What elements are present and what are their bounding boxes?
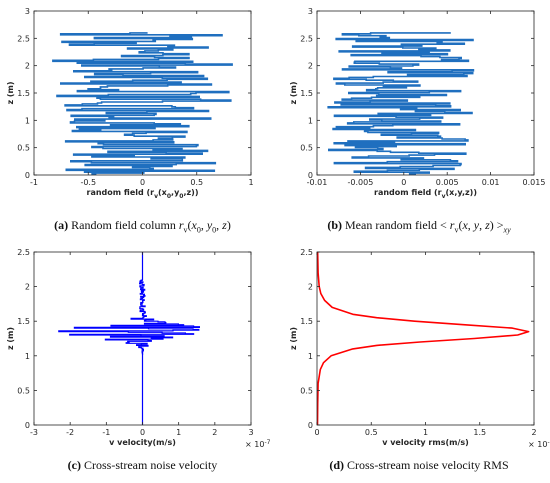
x-axis-label-a: random field (rv(x0,y0,z)) — [87, 188, 199, 200]
x-tick-label-b-3: 0.005 — [436, 178, 459, 187]
y-tick-label-a-5: 2.5 — [17, 34, 30, 43]
x-tick-label-c-4: 1 — [176, 428, 181, 437]
x-tick-label-a-4: 1 — [248, 178, 253, 187]
caption-c: (c) Cross-stream noise velocity — [30, 458, 255, 473]
x-tick-label-d-1: 0.5 — [365, 428, 378, 437]
series-line-d-0 — [317, 252, 530, 425]
caption-d-text: Cross-stream noise velocity RMS — [347, 458, 509, 472]
x-axis-label-part-a-0: random field (r — [87, 188, 155, 197]
series-line-c — [58, 252, 200, 425]
y-tick-label-b-6: 3 — [308, 7, 313, 16]
caption-b: (b) Mean random field < rv(x, y, z) >xy — [327, 218, 511, 235]
panel-d-noise-velocity-rms: 0 0.5 1 1.5 2 0 0.5 1 1.5 2 2.5 v velocity rms(m/s)… — [289, 248, 550, 449]
y-tick-label-b-1: 0.5 — [300, 144, 313, 153]
panel-a-random-field-column: -1 -0.5 0 0.5 1 0 0.5 1 1.5 2 2.5 3 random field (rv… — [6, 7, 254, 200]
caption-c-tag: (c) — [67, 458, 81, 472]
y-tick-label-c-5: 2.5 — [17, 248, 30, 257]
y-axis-label-b: z (m) — [289, 81, 298, 104]
y-tick-label-d-4: 2 — [308, 283, 313, 292]
y-tick-label-d-3: 1.5 — [300, 317, 313, 326]
x-axis-label-part-a-4: ,y — [171, 188, 180, 197]
x-axis-label-b: random field (rv(x,y,z)) — [374, 188, 477, 200]
x-tick-label-c-2: -1 — [102, 428, 110, 437]
x-exponent-power-c: -7 — [264, 439, 270, 446]
caption-a-text: Random field column — [71, 218, 176, 232]
x-axis-label-d: v velocity rms(m/s) — [382, 438, 469, 447]
x-exponent-base-c: × 10 — [245, 440, 264, 449]
x-tick-label-d-4: 2 — [531, 428, 536, 437]
caption-a-tag: (a) — [54, 218, 69, 232]
y-tick-label-c-1: 0.5 — [17, 386, 30, 395]
panel-c-noise-velocity: -3 -2 -1 0 1 2 3 0 0.5 1 1.5 2 2.5 v velocity(m/s) z (… — [6, 248, 271, 449]
x-tick-label-d-3: 1.5 — [473, 428, 486, 437]
y-tick-label-a-4: 2 — [25, 62, 30, 71]
plot-area-b — [327, 32, 475, 175]
y-tick-label-b-5: 2.5 — [300, 34, 313, 43]
x-axis-label-part-b-0: random field (r — [374, 188, 442, 197]
y-tick-label-c-3: 1.5 — [17, 317, 30, 326]
caption-d-tag: (d) — [329, 458, 344, 472]
x-axis-label-part-b-2: (x,y,z)) — [446, 188, 477, 197]
y-tick-label-d-0: 0 — [308, 421, 313, 430]
x-tick-label-c-3: 0 — [140, 428, 145, 437]
y-tick-label-a-6: 3 — [25, 7, 30, 16]
caption-c-text: Cross-stream noise velocity — [84, 458, 218, 472]
x-axis-label-part-a-2: (x — [158, 188, 168, 197]
y-tick-label-c-0: 0 — [25, 421, 30, 430]
x-axis-label-part-a-5: 0 — [179, 193, 183, 200]
x-exponent-power-d: -5 — [547, 439, 550, 446]
series-line-b — [327, 32, 475, 175]
plot-area-d — [317, 252, 530, 425]
x-axis-label-part-b-1: v — [442, 193, 446, 200]
caption-b-text: Mean random field — [345, 218, 437, 232]
x-tick-label-a-1: -0.5 — [80, 178, 96, 187]
caption-b-tag: (b) — [327, 218, 343, 232]
y-tick-label-d-5: 2.5 — [300, 248, 313, 257]
caption-d: (d) Cross-stream noise velocity RMS — [288, 458, 550, 473]
y-tick-label-d-1: 0.5 — [300, 386, 313, 395]
x-tick-label-b-5: 0.015 — [523, 178, 546, 187]
caption-a: (a) Random field column rv(x0, y0, z) — [54, 218, 231, 235]
x-tick-label-a-3: 0.5 — [190, 178, 203, 187]
x-tick-label-c-0: -3 — [30, 428, 38, 437]
y-tick-label-b-4: 2 — [308, 62, 313, 71]
y-tick-label-b-2: 1 — [308, 116, 313, 125]
x-axis-label-part-a-3: 0 — [167, 193, 171, 200]
y-tick-label-c-2: 1 — [25, 352, 30, 361]
x-tick-label-c-6: 3 — [248, 428, 253, 437]
y-tick-label-d-2: 1 — [308, 352, 313, 361]
y-tick-label-a-2: 1 — [25, 116, 30, 125]
series-line-a — [52, 32, 233, 175]
x-tick-label-a-0: -1 — [30, 178, 38, 187]
x-tick-label-b-4: 0.01 — [482, 178, 500, 187]
x-tick-label-c-1: -2 — [66, 428, 74, 437]
x-tick-label-d-2: 1 — [423, 428, 428, 437]
x-exponent-c: × 10-7 — [245, 439, 271, 449]
x-axis-label-part-a-6: ,z)) — [183, 188, 198, 197]
y-tick-label-a-1: 0.5 — [17, 144, 30, 153]
y-tick-label-b-3: 1.5 — [300, 89, 313, 98]
x-tick-label-d-0: 0 — [314, 428, 319, 437]
x-exponent-base-d: × 10 — [528, 440, 547, 449]
y-tick-label-b-0: 0 — [308, 171, 313, 180]
x-axis-label-c: v velocity(m/s) — [109, 438, 176, 447]
x-tick-label-b-0: -0.01 — [307, 178, 328, 187]
y-tick-label-c-4: 2 — [25, 283, 30, 292]
x-axis-label-part-a-1: v — [154, 193, 158, 200]
x-tick-label-a-2: 0 — [140, 178, 145, 187]
y-axis-label-c: z (m) — [6, 327, 15, 350]
plot-area-c — [58, 252, 200, 425]
y-axis-label-a: z (m) — [6, 81, 15, 104]
y-axis-label-d: z (m) — [289, 327, 298, 350]
y-tick-label-a-0: 0 — [25, 171, 30, 180]
x-tick-label-b-2: 0 — [401, 178, 406, 187]
y-tick-label-a-3: 1.5 — [17, 89, 30, 98]
axes-box-d — [316, 251, 535, 426]
x-tick-label-b-1: -0.005 — [348, 178, 374, 187]
x-exponent-d: × 10-5 — [528, 439, 550, 449]
x-tick-label-c-5: 2 — [212, 428, 217, 437]
panel-b-mean-random-field: -0.01 -0.005 0 0.005 0.01 0.015 0 0.5 1 1.5 2 2.5 3 r… — [289, 7, 545, 200]
plot-area-a — [52, 32, 233, 175]
